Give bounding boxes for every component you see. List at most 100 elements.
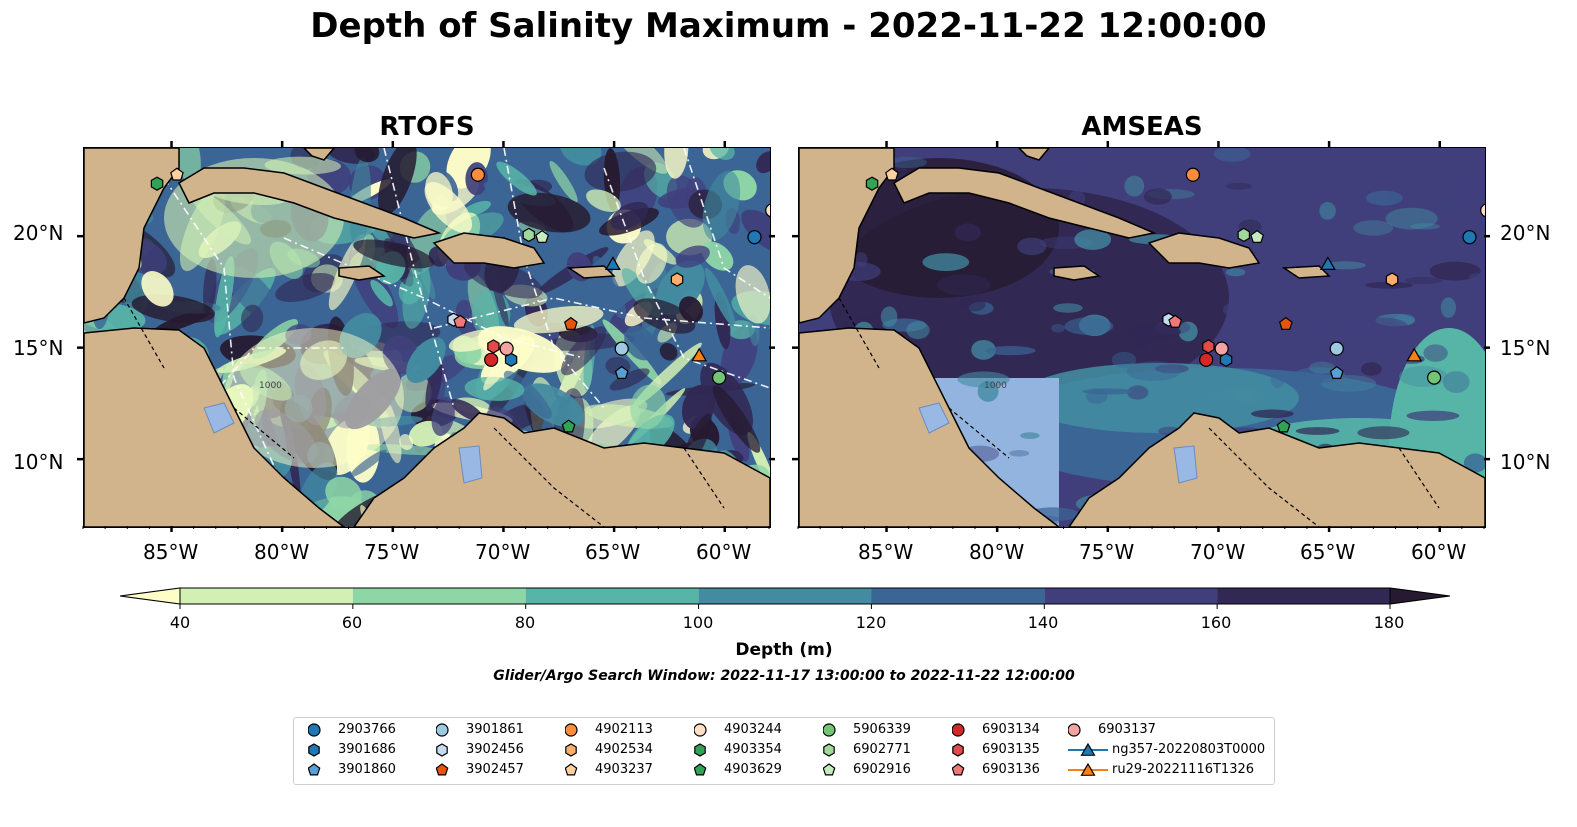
float-marker-6903137 (499, 341, 514, 356)
lon-tick-label: 85°W (858, 540, 914, 564)
legend-label: 4903244 (724, 722, 782, 737)
float-marker-4903629 (561, 419, 576, 433)
lat-tick-label: 20°N (13, 221, 64, 245)
float-marker-3901860 (614, 365, 629, 379)
legend-label: 3901861 (466, 722, 524, 737)
legend-label: 6902916 (853, 762, 911, 777)
colorbar (119, 586, 1452, 630)
float-marker-4903237 (885, 167, 899, 181)
lon-tick-label: 65°W (585, 540, 641, 564)
lat-tick-label: 10°N (13, 450, 64, 474)
legend-label: ng357-20220803T0000 (1112, 742, 1266, 757)
float-marker-6902771 (522, 227, 535, 243)
legend-marker-icon (308, 743, 320, 757)
lat-tick-label: 15°N (13, 336, 64, 360)
float-marker-4903237 (170, 167, 184, 181)
legend-marker-icon (694, 743, 706, 757)
legend-marker-icon (694, 763, 707, 776)
float-marker-6902916 (535, 229, 550, 244)
colorbar-tick-label: 80 (514, 613, 536, 632)
float-marker-3901861 (1329, 341, 1344, 356)
float-marker-2903766 (747, 230, 762, 245)
float-marker-6903136 (1168, 314, 1183, 328)
colorbar-tick-label: 60 (341, 613, 363, 632)
legend-marker-icon (1068, 742, 1108, 756)
float-marker-4902534 (670, 272, 684, 287)
float-marker-3901861 (614, 341, 629, 356)
colorbar-tick-label: 120 (855, 613, 887, 632)
float-marker-4902534 (1385, 272, 1399, 287)
colorbar-tick-label: 40 (169, 613, 191, 632)
float-marker-ru29-20221116T1326 (691, 347, 708, 362)
float-marker-6903135 (487, 339, 500, 354)
colorbar-tick-label: 160 (1200, 613, 1232, 632)
float-marker-4902113 (1185, 167, 1200, 182)
legend-label: 4903629 (724, 762, 782, 777)
colorbar-title: Depth (m) (735, 640, 833, 660)
float-marker-5906339 (712, 370, 727, 385)
legend-marker-icon (823, 743, 835, 757)
legend-marker-icon (694, 723, 707, 737)
lon-tick-label: 80°W (254, 540, 310, 564)
float-marker-4903244 (765, 203, 770, 218)
amseas-map: 1000 (798, 147, 1486, 528)
legend-marker-icon (823, 723, 836, 737)
legend-label: 6903136 (982, 762, 1040, 777)
legend-label: 6903137 (1098, 722, 1156, 737)
lon-tick-label: 75°W (1079, 540, 1135, 564)
float-marker-6902916 (1250, 229, 1265, 244)
legend-label: 4902113 (595, 722, 653, 737)
legend-label: 6903134 (982, 722, 1040, 737)
float-marker-6903134 (484, 352, 499, 367)
lat-tick-label: 20°N (1500, 221, 1551, 245)
lon-tick-label: 60°W (1411, 540, 1467, 564)
figure-title: Depth of Salinity Maximum - 2022-11-22 1… (310, 6, 1267, 46)
lon-tick-label: 70°W (1190, 540, 1246, 564)
lat-tick-label: 15°N (1500, 336, 1551, 360)
legend-label: 4903237 (595, 762, 653, 777)
legend-marker-icon (952, 723, 965, 737)
lat-tick-label: 10°N (1500, 450, 1551, 474)
float-marker-3901860 (1329, 365, 1344, 379)
float-marker-ng357-20220803T0000 (1319, 256, 1336, 271)
lon-tick-label: 65°W (1300, 540, 1356, 564)
legend-label: 5906339 (853, 722, 911, 737)
search-window-note: Glider/Argo Search Window: 2022-11-17 13… (493, 668, 1075, 684)
lon-tick-label: 85°W (143, 540, 199, 564)
float-marker-4903244 (1480, 203, 1485, 218)
panel-title-amseas: AMSEAS (1081, 112, 1203, 142)
legend-marker-icon (565, 743, 577, 757)
legend-marker-icon (565, 763, 578, 776)
float-marker-4903354 (150, 176, 164, 191)
legend: 2903766 3901686 3901860 3901861 3902456 39024… (293, 717, 1275, 785)
lon-tick-label: 70°W (475, 540, 531, 564)
legend-label: 2903766 (338, 722, 396, 737)
colorbar-tick-label: 100 (682, 613, 714, 632)
legend-label: 3902456 (466, 742, 524, 757)
legend-marker-icon (436, 723, 449, 737)
float-marker-6903134 (1199, 352, 1214, 367)
legend-marker-icon (1068, 723, 1081, 737)
float-marker-6902771 (1237, 227, 1250, 243)
legend-marker-icon (952, 763, 965, 776)
float-marker-6903136 (453, 314, 468, 328)
float-marker-6903135 (1202, 339, 1215, 354)
float-marker-2903766 (1462, 230, 1477, 245)
float-marker-ru29-20221116T1326 (1406, 347, 1423, 362)
float-marker-3902457 (1278, 316, 1293, 330)
legend-marker-icon (308, 723, 321, 737)
svg-text:1000: 1000 (259, 381, 282, 391)
legend-marker-icon (823, 763, 836, 776)
colorbar-tick-label: 180 (1373, 613, 1405, 632)
legend-label: 4902534 (595, 742, 653, 757)
legend-marker-icon (952, 743, 964, 757)
legend-label: 3901860 (338, 762, 396, 777)
rtofs-map: 1000 (83, 147, 771, 528)
legend-label: 6902771 (853, 742, 911, 757)
float-marker-ng357-20220803T0000 (604, 256, 621, 271)
legend-label: 3901686 (338, 742, 396, 757)
lon-tick-label: 75°W (364, 540, 420, 564)
legend-marker-icon (436, 743, 448, 757)
colorbar-tick-label: 140 (1027, 613, 1059, 632)
legend-label: 3902457 (466, 762, 524, 777)
